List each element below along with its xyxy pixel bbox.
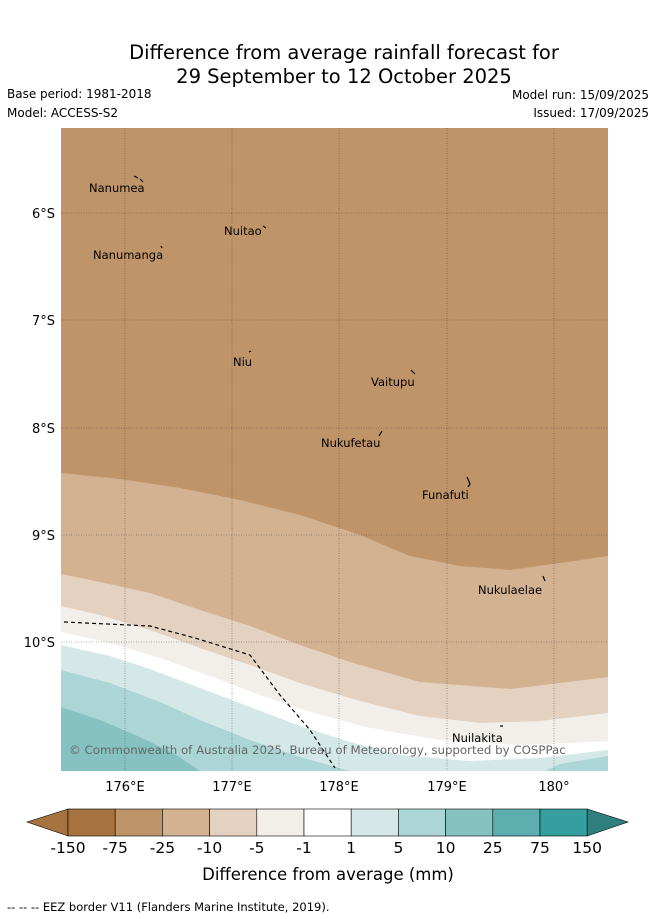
cbar-tick-7: 1: [346, 839, 356, 857]
band-plus10-east: [545, 756, 608, 771]
cbar-tick-8: 5: [393, 839, 403, 857]
island-nanumanga: [160, 245, 163, 249]
lat-label-8s: 8°S: [32, 422, 55, 437]
island-nuitao: [262, 225, 267, 229]
colorbar-bin-3: [162, 808, 210, 837]
colorbar-bin-6: [303, 808, 352, 837]
band-plus25: [61, 707, 200, 771]
eez-legend-note: -- -- -- EEZ border V11 (Flanders Marine…: [7, 900, 330, 914]
colorbar-bin-8: [398, 808, 446, 837]
cbar-tick-1: -150: [50, 839, 85, 857]
colorbar-bin-7: [350, 808, 399, 837]
map-title-line2: 29 September to 12 October 2025: [176, 65, 512, 88]
colorbar-bin-9: [445, 808, 494, 837]
islands: [133, 175, 546, 727]
colorbar-extend-left: [26, 808, 69, 837]
label-vaitupu: Vaitupu: [371, 375, 415, 389]
lon-label-180: 180°: [538, 780, 569, 795]
lon-label-179e: 179°E: [427, 780, 467, 795]
cbar-tick-9: 10: [436, 839, 456, 857]
lon-label-178e: 178°E: [319, 780, 359, 795]
colorbar: [26, 808, 629, 837]
map-title-line1: Difference from average rainfall forecas…: [129, 41, 559, 64]
label-nuitao: Nuitao: [224, 224, 262, 238]
rainfall-bands: [61, 128, 608, 771]
cbar-tick-11: 75: [530, 839, 550, 857]
place-labels: Nanumea Nuitao Nanumanga Niu Vaitupu Nuk…: [89, 181, 542, 745]
island-nukufetau: [378, 430, 383, 437]
colorbar-extend-right: [586, 808, 629, 837]
label-nanumanga: Nanumanga: [93, 248, 163, 262]
lon-tick-labels: 176°E 177°E 178°E 179°E 180°: [105, 780, 569, 795]
lat-tick-labels: 6°S 7°S 8°S 9°S 10°S: [24, 207, 55, 651]
colorbar-label: Difference from average (mm): [202, 865, 454, 884]
label-nukufetau: Nukufetau: [321, 436, 380, 450]
island-funafuti: [466, 476, 471, 488]
colorbar-bin-5: [256, 808, 305, 837]
cbar-tick-2: -75: [103, 839, 128, 857]
lat-label-9s: 9°S: [32, 529, 55, 544]
colorbar-bin-10: [492, 808, 541, 837]
graticule: [61, 128, 608, 771]
lon-label-176e: 176°E: [105, 780, 145, 795]
cbar-tick-6: -1: [296, 839, 311, 857]
cbar-tick-10: 25: [483, 839, 503, 857]
base-period: Base period: 1981-2018: [7, 87, 152, 101]
island-nanumea: [133, 175, 144, 183]
colorbar-bin-2: [114, 808, 163, 837]
label-funafuti: Funafuti: [422, 488, 469, 502]
island-nukulaelae: [542, 575, 546, 582]
label-nukulaelae: Nukulaelae: [478, 583, 542, 597]
label-nanumea: Nanumea: [89, 181, 145, 195]
colorbar-bin-4: [209, 808, 258, 837]
lat-label-10s: 10°S: [24, 636, 55, 651]
label-nuilakita: Nuilakita: [452, 731, 503, 745]
lat-label-6s: 6°S: [32, 207, 55, 222]
cbar-tick-5: -5: [249, 839, 264, 857]
model-run-date: Model run: 15/09/2025: [511, 88, 649, 102]
model-name: Model: ACCESS-S2: [7, 106, 119, 120]
cbar-tick-3: -25: [150, 839, 175, 857]
lon-label-177e: 177°E: [212, 780, 252, 795]
colorbar-bin-1: [67, 808, 116, 837]
issued-date: Issued: 17/09/2025: [533, 106, 649, 120]
label-niu: Niu: [233, 355, 252, 369]
copyright-notice: © Commonwealth of Australia 2025, Bureau…: [69, 743, 566, 757]
eez-border: [63, 621, 336, 769]
lat-label-7s: 7°S: [32, 314, 55, 329]
cbar-tick-12: 150: [572, 839, 602, 857]
colorbar-ticks: -150 -75 -25 -10 -5 -1 1 5 10 25 75 150: [50, 839, 602, 857]
island-vaitupu: [410, 369, 416, 375]
island-niu: [248, 350, 252, 353]
colorbar-bin-11: [539, 808, 588, 837]
cbar-tick-4: -10: [197, 839, 222, 857]
